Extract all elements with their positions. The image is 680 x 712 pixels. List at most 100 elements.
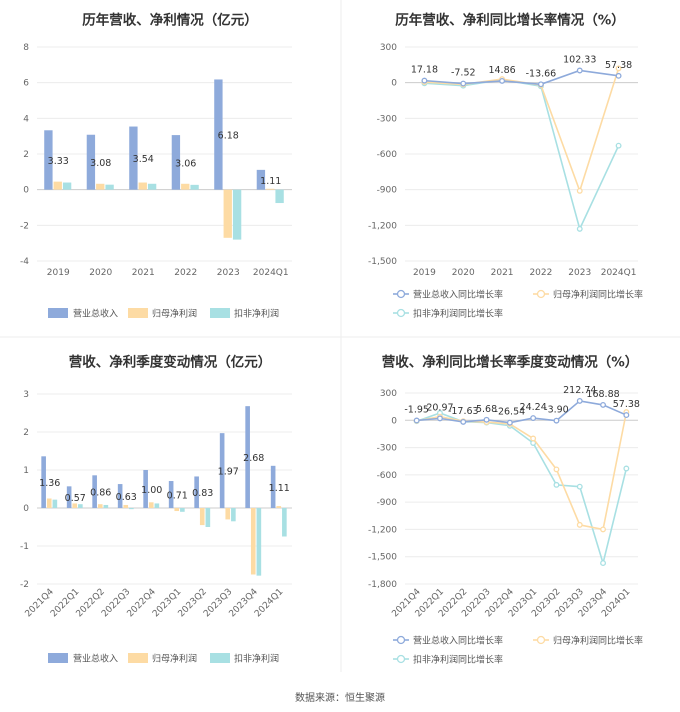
- y-tick-label: -1,500: [368, 553, 397, 563]
- x-tick-label: 2020: [452, 268, 475, 278]
- y-tick-label: -1,800: [368, 580, 397, 590]
- bar: [62, 182, 72, 190]
- y-tick-label: -1,200: [368, 525, 397, 535]
- legend-item[interactable]: 归母净利润: [128, 653, 197, 665]
- legend-label: 归母净利润同比增长率: [553, 635, 643, 647]
- bar: [245, 406, 250, 508]
- legend-swatch: [210, 653, 230, 663]
- legend-marker: [536, 635, 546, 645]
- legend-item[interactable]: 归母净利润同比增长率: [533, 289, 643, 301]
- data-point: [499, 77, 506, 84]
- legend-item[interactable]: 营业总收入同比增长率: [393, 635, 503, 647]
- legend-item[interactable]: 扣非净利润同比增长率: [393, 308, 503, 320]
- bar: [143, 470, 148, 508]
- data-label: 212.74: [563, 385, 596, 396]
- bar: [275, 189, 284, 204]
- data-point: [506, 419, 513, 426]
- legend-label: 扣非净利润同比增长率: [413, 308, 503, 320]
- series-line: [424, 69, 619, 86]
- data-label: 1.11: [269, 483, 290, 494]
- bar: [225, 508, 231, 520]
- bar: [194, 476, 199, 508]
- x-tick-label: 2022: [174, 268, 197, 278]
- legend-swatch: [128, 308, 148, 318]
- bar: [72, 503, 78, 508]
- bar: [180, 508, 185, 512]
- legend-marker: [396, 654, 406, 664]
- y-tick-label: -1,200: [368, 221, 397, 231]
- bar: [232, 189, 242, 240]
- data-point: [437, 415, 443, 422]
- data-point: [413, 417, 420, 424]
- legend-item[interactable]: 营业总收入同比增长率: [393, 289, 503, 301]
- legend-item[interactable]: 营业总收入: [48, 653, 118, 665]
- legend-item[interactable]: 扣非净利润: [210, 653, 279, 665]
- data-point: [530, 435, 537, 442]
- series-line: [416, 412, 628, 567]
- x-tick-label: 2023: [217, 268, 240, 278]
- data-point: [576, 67, 583, 74]
- data-label: -17.63: [448, 406, 479, 417]
- bar: [117, 484, 123, 508]
- bar: [199, 508, 205, 526]
- legend-label: 扣非净利润: [234, 308, 279, 320]
- data-label: 1.36: [39, 478, 60, 489]
- bar: [181, 183, 190, 190]
- bar: [256, 169, 266, 190]
- bar: [171, 135, 181, 190]
- legend-marker: [536, 289, 546, 299]
- bar: [282, 508, 287, 537]
- data-point: [553, 481, 560, 488]
- data-point: [576, 483, 583, 490]
- y-tick-label: 1: [23, 466, 29, 476]
- data-point: [553, 466, 560, 473]
- bar: [147, 183, 157, 190]
- bar: [41, 456, 46, 508]
- y-tick-label: 300: [380, 43, 397, 53]
- legend-label: 营业总收入: [73, 308, 118, 320]
- data-label: 24.24: [520, 402, 547, 413]
- data-point: [600, 401, 606, 408]
- data-point: [576, 225, 583, 232]
- data-label: 1.11: [260, 176, 281, 187]
- data-label: 0.86: [90, 488, 111, 499]
- y-tick-label: 0: [23, 186, 29, 196]
- legend-label: 营业总收入: [73, 653, 118, 665]
- data-label: 168.88: [586, 389, 619, 400]
- bar: [44, 130, 53, 190]
- data-point: [483, 416, 490, 423]
- data-point: [576, 521, 583, 528]
- bar: [214, 79, 223, 190]
- data-label: 3.33: [48, 156, 69, 167]
- legend-item[interactable]: 归母净利润: [128, 308, 197, 320]
- x-tick-label: 2019: [47, 268, 70, 278]
- data-point: [615, 65, 622, 72]
- bar: [105, 184, 114, 190]
- legend-item[interactable]: 扣非净利润同比增长率: [393, 654, 503, 666]
- legend-label: 归母净利润: [152, 308, 197, 320]
- legend-item[interactable]: 扣非净利润: [210, 308, 279, 320]
- data-point: [537, 81, 544, 88]
- data-point: [600, 526, 606, 533]
- chart-title: 营收、净利同比增长率季度变动情况（%）: [382, 354, 639, 371]
- chart-panel-1: 历年营收、净利情况（亿元） 8 6 4 2 0 -2 -4 2019 2020 2021 2022 20…: [20, 12, 292, 320]
- x-tick-label: 2022: [529, 268, 552, 278]
- bar: [86, 134, 96, 190]
- y-tick-label: -600: [377, 150, 398, 160]
- data-label: 57.38: [613, 399, 640, 410]
- series-line: [416, 411, 628, 531]
- x-tick-label: 2024Q1: [253, 587, 285, 619]
- data-label: 5.68: [476, 404, 497, 415]
- legend-item[interactable]: 归母净利润同比增长率: [533, 635, 643, 647]
- y-tick-label: -900: [377, 186, 398, 196]
- data-source: 数据来源：恒生聚源: [295, 691, 385, 704]
- bar: [190, 184, 199, 190]
- series-line: [416, 400, 627, 424]
- chart-panel-3: 营收、净利季度变动情况（亿元）3210-1-22021Q42022Q12022Q…: [20, 354, 292, 665]
- legend-swatch: [128, 653, 148, 663]
- data-label: 1.00: [141, 485, 162, 496]
- legend-marker: [396, 308, 406, 318]
- y-tick-label: -300: [377, 444, 398, 454]
- legend-swatch: [210, 308, 230, 318]
- legend-item[interactable]: 营业总收入: [48, 308, 118, 320]
